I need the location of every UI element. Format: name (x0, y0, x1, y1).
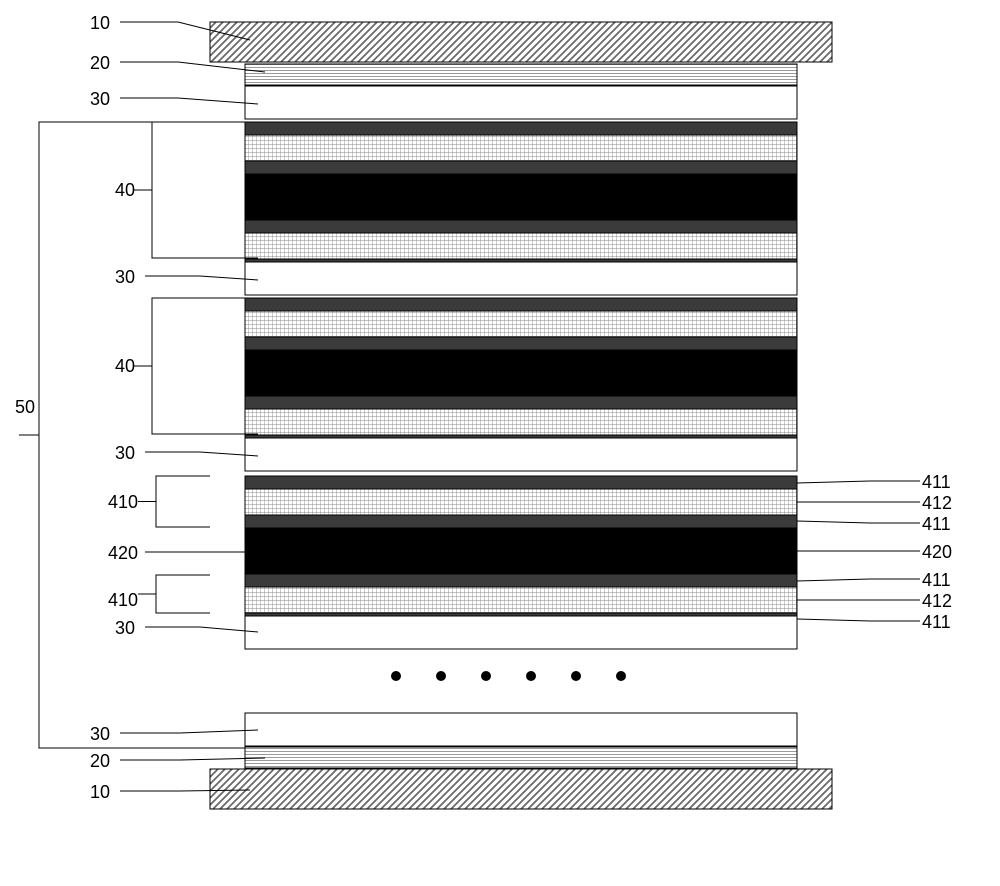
layer-420 (245, 350, 797, 396)
callout-40b: 40 (115, 357, 135, 375)
ellipsis-dot (526, 671, 536, 681)
leader-line (797, 619, 920, 621)
callout-r412a: 412 (922, 494, 952, 512)
leader-line (39, 122, 63, 748)
callout-r411b: 411 (922, 515, 951, 533)
layer-411 (245, 476, 797, 489)
leader-line (156, 575, 170, 613)
callout-20: 20 (90, 54, 110, 72)
callout-r411c: 411 (922, 571, 951, 589)
layer-20 (245, 64, 797, 85)
layer-412 (245, 409, 797, 435)
layer-411 (245, 161, 797, 174)
callout-10: 10 (90, 14, 110, 32)
callout-410t: 410 (108, 493, 138, 511)
leader-line (145, 627, 258, 632)
layer-30 (245, 86, 797, 119)
ellipsis-dot (436, 671, 446, 681)
diagram-svg (0, 0, 1000, 886)
ellipsis-dot (571, 671, 581, 681)
layer-30 (245, 616, 797, 649)
ellipsis-dot (481, 671, 491, 681)
callout-r412b: 412 (922, 592, 952, 610)
leader-line (152, 298, 170, 434)
layer-412 (245, 311, 797, 337)
layer-411 (245, 220, 797, 233)
callout-r420: 420 (922, 543, 952, 561)
callout-10b: 10 (90, 783, 110, 801)
leader-line (120, 62, 265, 72)
callout-r411d: 411 (922, 613, 951, 631)
leader-line (120, 98, 258, 104)
callout-30d: 30 (115, 619, 135, 637)
layer-10 (210, 769, 832, 809)
layer-411 (245, 396, 797, 409)
leader-line (797, 521, 920, 523)
callout-30e: 30 (90, 725, 110, 743)
callout-30c: 30 (115, 444, 135, 462)
callout-40a: 40 (115, 181, 135, 199)
callout-30a: 30 (90, 90, 110, 108)
layer-30 (245, 262, 797, 295)
callout-30b: 30 (115, 268, 135, 286)
layer-411 (245, 515, 797, 528)
layer-412 (245, 587, 797, 613)
leader-line (797, 579, 920, 581)
figure-container: 10 20 30 40 30 40 30 410 420 410 30 50 30 20 10 411 412 4… (0, 0, 1000, 886)
callout-50: 50 (15, 398, 35, 416)
layer-30 (245, 438, 797, 471)
layer-412 (245, 233, 797, 259)
layer-411 (245, 574, 797, 587)
layer-411 (245, 122, 797, 135)
leader-line (145, 276, 258, 280)
ellipsis-dot (391, 671, 401, 681)
layer-420 (245, 528, 797, 574)
leader-line (156, 476, 170, 527)
callout-r411a: 411 (922, 473, 951, 491)
callout-420: 420 (108, 544, 138, 562)
ellipsis-dot (616, 671, 626, 681)
leader-line (120, 730, 258, 733)
leader-line (797, 481, 920, 483)
layer-411 (245, 298, 797, 311)
layer-20 (245, 747, 797, 768)
leader-line (120, 758, 265, 760)
layer-420 (245, 174, 797, 220)
layer-412 (245, 135, 797, 161)
leader-line (145, 452, 258, 456)
layer-412 (245, 489, 797, 515)
callout-20b: 20 (90, 752, 110, 770)
callout-410b: 410 (108, 591, 138, 609)
layer-10 (210, 22, 832, 62)
layer-30 (245, 713, 797, 746)
layer-411 (245, 337, 797, 350)
leader-line (152, 122, 170, 258)
